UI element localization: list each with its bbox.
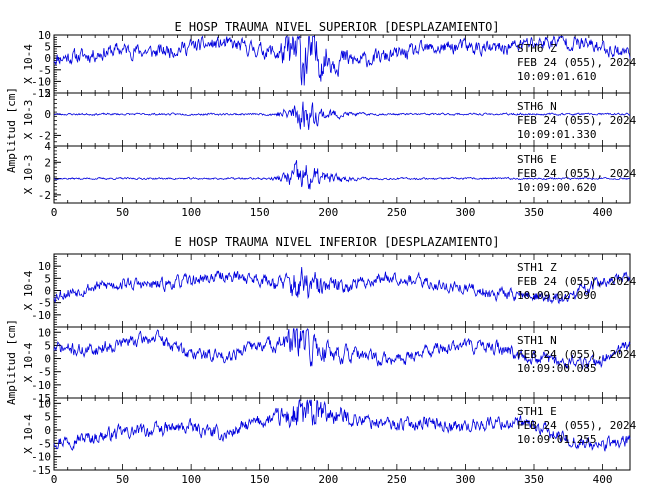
- y-tick-label: 0: [44, 173, 51, 186]
- x-tick-label: 350: [524, 206, 544, 219]
- station-label: STH1 N: [517, 334, 557, 347]
- y-tick-label: -5: [38, 297, 51, 310]
- x-tick-label: 300: [455, 473, 475, 486]
- waveform-trace: [53, 398, 631, 452]
- date-label: FEB 24 (055), 2024: [517, 114, 637, 127]
- y-tick-label: -10: [31, 451, 51, 464]
- y-scale-label: X 10-4: [22, 270, 35, 310]
- x-tick-label: 400: [593, 473, 613, 486]
- x-tick-label: 150: [250, 206, 270, 219]
- station-label: STH1 Z: [517, 261, 557, 274]
- y-tick-label: 0: [44, 353, 51, 366]
- station-label: STH6 Z: [517, 42, 557, 55]
- y-scale-label: X 10-4: [22, 44, 35, 84]
- y-tick-label: -10: [31, 75, 51, 88]
- y-scale-label: X 10-4: [22, 414, 35, 454]
- y-tick-label: -2: [38, 189, 51, 202]
- x-tick-label: 150: [250, 473, 270, 486]
- x-tick-label: 0: [51, 473, 58, 486]
- time-label: 10:09:02.090: [517, 289, 596, 302]
- y-tick-label: 0: [44, 424, 51, 437]
- x-tick-label: 250: [387, 206, 407, 219]
- x-tick-label: 50: [116, 473, 129, 486]
- station-label: STH1 E: [517, 405, 557, 418]
- y-tick-label: -5: [38, 64, 51, 77]
- y-scale-label: X 10-3: [22, 155, 35, 195]
- waveform-trace: [53, 328, 631, 370]
- time-label: 10:09:00.085: [517, 362, 596, 375]
- time-label: 10:09:00.620: [517, 181, 596, 194]
- x-tick-label: 200: [318, 473, 338, 486]
- x-tick-label: 100: [181, 473, 201, 486]
- y-tick-label: 10: [38, 29, 51, 42]
- y-tick-label: 5: [44, 41, 51, 54]
- x-tick-label: 0: [51, 206, 58, 219]
- y-tick-label: -2: [38, 129, 51, 142]
- y-tick-label: 5: [44, 411, 51, 424]
- time-label: 10:09:01.255: [517, 433, 596, 446]
- date-label: FEB 24 (055), 2024: [517, 348, 637, 361]
- y-tick-label: -10: [31, 379, 51, 392]
- station-label: STH6 E: [517, 153, 557, 166]
- time-label: 10:09:01.610: [517, 70, 596, 83]
- date-label: FEB 24 (055), 2024: [517, 167, 637, 180]
- y-tick-label: 5: [44, 339, 51, 352]
- y-tick-label: 0: [44, 285, 51, 298]
- x-tick-label: 250: [387, 473, 407, 486]
- y-scale-label: X 10-3: [22, 100, 35, 140]
- waveform-trace: [54, 101, 631, 130]
- waveform-trace: [53, 160, 631, 190]
- y-tick-label: 2: [44, 87, 51, 100]
- y-tick-label: 10: [38, 326, 51, 339]
- y-axis-label-lower: Amplitud [cm]: [5, 319, 18, 405]
- y-axis-label-upper: Amplitud [cm]: [5, 87, 18, 173]
- y-tick-label: -15: [31, 464, 51, 477]
- chart-title-lower: E HOSP TRAUMA NIVEL INFERIOR [DESPLAZAMI…: [174, 235, 499, 249]
- y-tick-label: -15: [31, 392, 51, 405]
- y-scale-label: X 10-4: [22, 342, 35, 382]
- x-tick-label: 100: [181, 206, 201, 219]
- y-tick-label: 4: [44, 140, 51, 153]
- station-label: STH6 N: [517, 100, 557, 113]
- y-tick-label: 0: [44, 52, 51, 65]
- y-tick-label: 10: [38, 260, 51, 273]
- waveform-trace: [53, 35, 631, 86]
- y-tick-label: -5: [38, 366, 51, 379]
- y-tick-label: -10: [31, 309, 51, 322]
- date-label: FEB 24 (055), 2024: [517, 419, 637, 432]
- time-label: 10:09:01.330: [517, 128, 596, 141]
- x-tick-label: 300: [455, 206, 475, 219]
- chart-title-upper: E HOSP TRAUMA NIVEL SUPERIOR [DESPLAZAMI…: [174, 20, 499, 34]
- x-tick-label: 350: [524, 473, 544, 486]
- waveform-trace: [53, 266, 631, 305]
- y-tick-label: -15: [31, 87, 51, 100]
- y-tick-label: 2: [44, 156, 51, 169]
- x-tick-label: 400: [593, 206, 613, 219]
- y-tick-label: 0: [44, 108, 51, 121]
- y-tick-label: 5: [44, 272, 51, 285]
- date-label: FEB 24 (055), 2024: [517, 275, 637, 288]
- y-tick-label: 10: [38, 397, 51, 410]
- date-label: FEB 24 (055), 2024: [517, 56, 637, 69]
- x-tick-label: 50: [116, 206, 129, 219]
- y-tick-label: -5: [38, 437, 51, 450]
- x-tick-label: 200: [318, 206, 338, 219]
